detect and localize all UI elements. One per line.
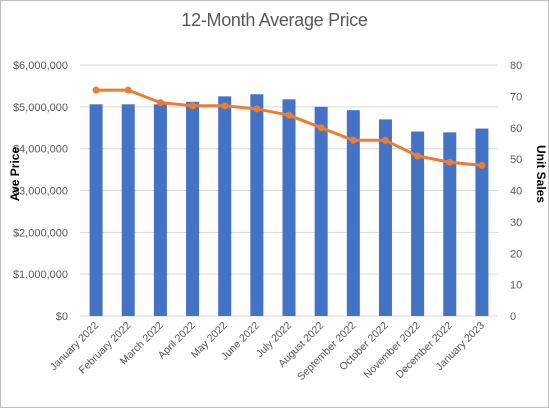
left-tick-label: $1,000,000 — [13, 269, 68, 281]
right-tick-label: 80 — [510, 60, 522, 72]
right-tick-label: 70 — [510, 91, 522, 103]
bar — [89, 104, 103, 316]
line-point — [478, 161, 486, 169]
line-point — [349, 136, 357, 144]
right-axis-label: Unit Sales — [534, 145, 548, 203]
bar — [443, 132, 457, 316]
left-tick-label: $3,000,000 — [13, 186, 68, 198]
right-tick-label: 50 — [510, 154, 522, 166]
line-point — [414, 152, 422, 160]
bar — [218, 96, 232, 316]
bar — [153, 104, 167, 316]
left-tick-label: $0 — [56, 311, 68, 323]
bar — [250, 94, 264, 317]
left-tick-label: $5,000,000 — [13, 102, 68, 114]
line-point — [381, 136, 389, 144]
right-axis-ticks: 0 10 20 30 40 50 60 70 80 — [510, 60, 522, 323]
right-tick-label: 60 — [510, 123, 522, 135]
line-point — [221, 102, 229, 110]
bar — [314, 106, 328, 316]
x-tick-label: September 2022 — [295, 320, 358, 383]
bar — [378, 119, 392, 316]
line-point — [285, 111, 293, 119]
left-axis-label: Ave Price — [8, 147, 22, 202]
line-point — [124, 86, 132, 94]
bar — [346, 110, 360, 317]
bar — [282, 99, 296, 316]
x-tick-label: December 2022 — [394, 320, 455, 381]
right-tick-label: 30 — [510, 217, 522, 229]
bar — [475, 128, 489, 316]
line-series — [92, 86, 486, 169]
line-point — [253, 105, 261, 113]
left-tick-label: $4,000,000 — [13, 144, 68, 156]
line-point — [317, 124, 325, 132]
line-point — [156, 99, 164, 107]
bar-series — [89, 94, 489, 317]
left-tick-label: $6,000,000 — [13, 60, 68, 72]
right-tick-label: 10 — [510, 280, 522, 292]
x-tick-label: November 2022 — [361, 320, 422, 381]
chart-title: 12-Month Average Price — [181, 10, 368, 30]
right-tick-label: 0 — [510, 311, 516, 323]
line-point — [446, 158, 454, 166]
bar — [411, 131, 425, 316]
left-tick-label: $2,000,000 — [13, 227, 68, 239]
right-tick-label: 20 — [510, 248, 522, 260]
right-tick-label: 40 — [510, 186, 522, 198]
bar — [186, 101, 200, 317]
line-point — [92, 86, 100, 94]
line-point — [189, 102, 197, 110]
bar — [121, 104, 135, 316]
left-axis-ticks: $0 $1,000,000 $2,000,000 $3,000,000 $4,000,0… — [13, 60, 68, 323]
